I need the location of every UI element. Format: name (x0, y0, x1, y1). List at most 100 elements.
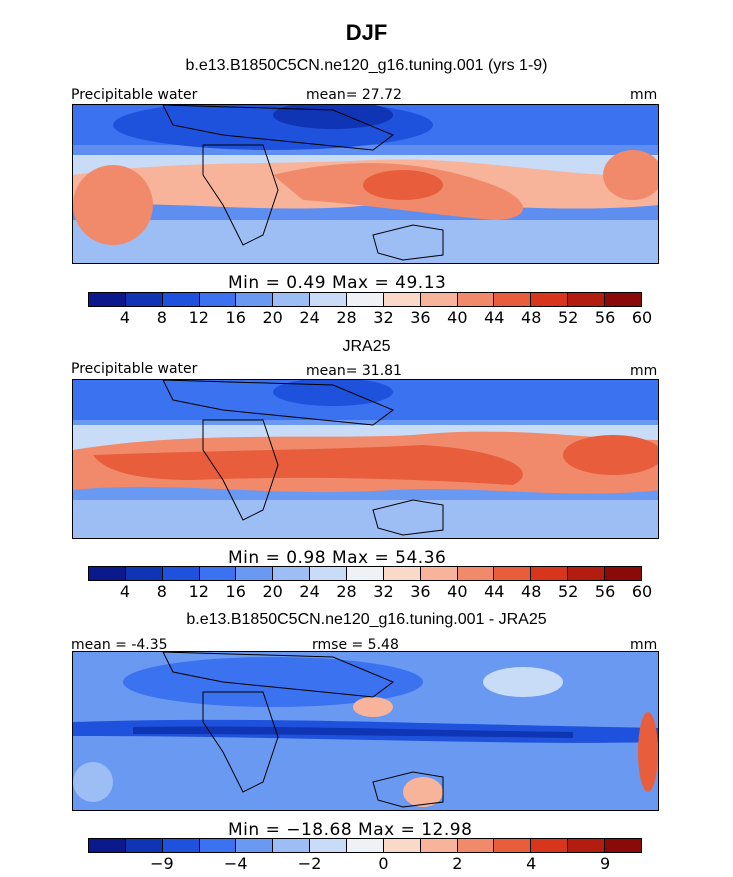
colorbar-swatch (310, 567, 348, 580)
colorbar-swatch (125, 567, 163, 580)
colorbar-tick-label: 0 (378, 854, 389, 873)
panel3-rmse-label: rmse = 5.48 (312, 637, 399, 653)
colorbar-tick-label: 48 (521, 308, 542, 327)
colorbar-tick-label: 28 (336, 308, 357, 327)
panel1-subtitle: b.e13.B1850C5CN.ne120_g16.tuning.001 (yr… (185, 57, 548, 74)
colorbar-tick-label: 4 (119, 582, 131, 601)
colorbar-tick-label: 24 (299, 308, 320, 327)
colorbar-swatch (383, 567, 421, 580)
colorbar-1-ticks: 4 8 12 16 20 24 28 32 36 40 44 48 52 56 60 (88, 308, 652, 328)
colorbar-swatch (568, 567, 606, 580)
colorbar-swatch (531, 293, 569, 306)
colorbar-swatch (605, 567, 641, 580)
colorbar-swatch (531, 839, 569, 852)
panel1-mean-label: mean= 27.72 (306, 87, 402, 103)
colorbar-1 (88, 292, 642, 307)
figure-title: DJF (345, 20, 388, 45)
colorbar-swatch (383, 839, 421, 852)
colorbar-tick-label: 24 (299, 582, 320, 601)
panel1-stats: Min = 0.49 Max = 49.13 (228, 273, 447, 293)
colorbar-tick-label: 60 (631, 582, 653, 601)
colorbar-tick-label: 44 (484, 582, 505, 601)
colorbar-swatch (199, 567, 237, 580)
colorbar-swatch (89, 293, 126, 306)
colorbar-3 (88, 838, 642, 853)
colorbar-tick-label: 44 (484, 308, 505, 327)
panel2-units-label: mm (630, 363, 658, 379)
colorbar-swatch (310, 293, 348, 306)
panel1-units-label: mm (630, 87, 658, 103)
colorbar-tick-label: 40 (447, 582, 468, 601)
colorbar-swatch (89, 567, 126, 580)
colorbar-swatch (125, 839, 163, 852)
colorbar-tick-label: 28 (336, 582, 357, 601)
colorbar-tick-label: 20 (262, 308, 283, 327)
colorbar-swatch (457, 839, 495, 852)
colorbar-tick-label: −4 (223, 854, 248, 873)
colorbar-swatch (125, 293, 163, 306)
colorbar-2 (88, 566, 642, 581)
panel3-stats: Min = −18.68 Max = 12.98 (228, 820, 473, 840)
colorbar-swatch (236, 293, 274, 306)
colorbar-swatch (457, 567, 495, 580)
colorbar-swatch (162, 567, 200, 580)
colorbar-tick-label: 36 (410, 582, 431, 601)
panel3-units-label: mm (630, 637, 658, 653)
colorbar-swatch (347, 839, 384, 852)
panel2-variable-label: Precipitable water (71, 361, 198, 377)
panel2-subtitle: JRA25 (342, 338, 391, 355)
colorbar-tick-label: 52 (557, 582, 579, 601)
panel1-variable-label: Precipitable water (71, 87, 198, 103)
colorbar-swatch (162, 293, 200, 306)
colorbar-tick-label: 36 (410, 308, 431, 327)
colorbar-swatch (89, 839, 126, 852)
colorbar-tick-label: 12 (188, 582, 209, 601)
colorbar-3-ticks: −9 −4 −2 0 2 4 9 (88, 854, 642, 874)
panel2-mean-label: mean= 31.81 (306, 363, 402, 379)
colorbar-tick-label: 2 (452, 854, 463, 873)
colorbar-tick-label: 40 (447, 308, 468, 327)
colorbar-tick-label: −2 (297, 854, 322, 873)
colorbar-swatch (310, 839, 348, 852)
colorbar-swatch (273, 567, 311, 580)
colorbar-tick-label: 52 (557, 308, 579, 327)
colorbar-swatch (199, 293, 237, 306)
colorbar-tick-label: 32 (373, 308, 394, 327)
colorbar-tick-label: 56 (594, 582, 616, 601)
panel2-map (72, 379, 659, 539)
colorbar-swatch (199, 839, 237, 852)
colorbar-tick-label: 16 (225, 308, 246, 327)
colorbar-tick-label: 60 (631, 308, 653, 327)
colorbar-swatch (236, 839, 274, 852)
colorbar-swatch (605, 293, 641, 306)
colorbar-swatch (420, 839, 458, 852)
colorbar-tick-label: −9 (150, 854, 174, 873)
panel1-map (72, 104, 659, 264)
colorbar-tick-label: 48 (521, 582, 542, 601)
colorbar-tick-label: 8 (156, 582, 167, 601)
panel3-map (72, 651, 659, 811)
colorbar-2-ticks: 4 8 12 16 20 24 28 32 36 40 44 48 52 56 60 (88, 582, 652, 602)
colorbar-swatch (494, 293, 532, 306)
colorbar-swatch (347, 567, 384, 580)
colorbar-tick-label: 16 (225, 582, 246, 601)
panel3-mean-label: mean = -4.35 (71, 637, 168, 653)
colorbar-swatch (494, 567, 532, 580)
colorbar-swatch (420, 293, 458, 306)
colorbar-swatch (347, 293, 384, 306)
colorbar-swatch (236, 567, 274, 580)
colorbar-swatch (568, 839, 606, 852)
colorbar-swatch (273, 839, 311, 852)
colorbar-tick-label: 12 (188, 308, 209, 327)
colorbar-swatch (568, 293, 606, 306)
colorbar-swatch (531, 567, 569, 580)
colorbar-swatch (420, 567, 458, 580)
colorbar-tick-label: 9 (599, 854, 611, 873)
colorbar-tick-label: 4 (526, 854, 537, 873)
colorbar-swatch (383, 293, 421, 306)
colorbar-tick-label: 32 (373, 582, 394, 601)
panel3-subtitle: b.e13.B1850C5CN.ne120_g16.tuning.001 - J… (186, 611, 547, 628)
colorbar-tick-label: 8 (156, 308, 167, 327)
colorbar-tick-label: 4 (119, 308, 131, 327)
colorbar-swatch (605, 839, 641, 852)
